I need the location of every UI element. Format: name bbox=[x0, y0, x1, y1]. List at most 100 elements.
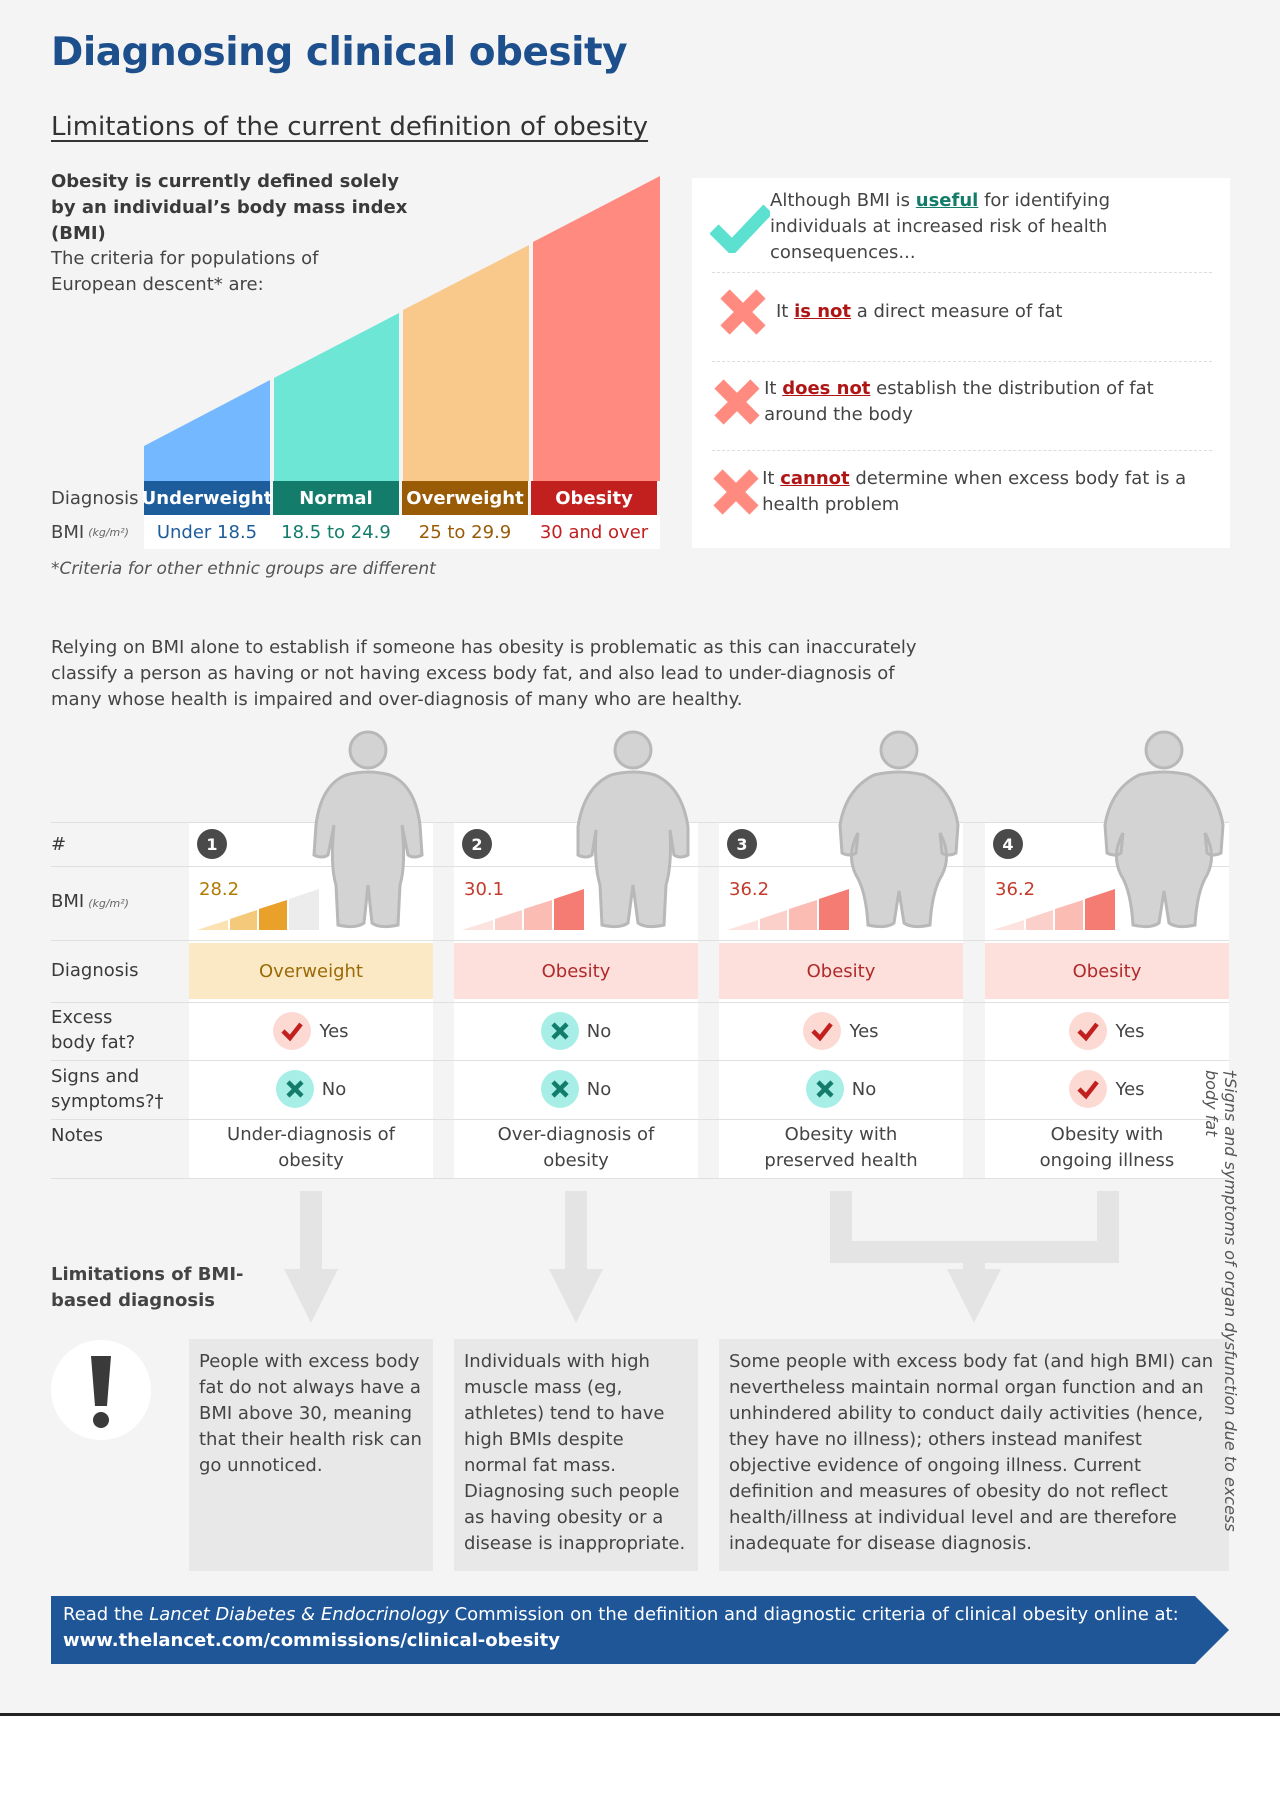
banner-url-link[interactable]: www.thelancet.com/commissions/clinical-o… bbox=[63, 1630, 560, 1651]
bmi-label: BMI bbox=[51, 521, 85, 543]
merge-arrow-icon bbox=[830, 1191, 1119, 1323]
section-subtitle: Limitations of the current definition of… bbox=[51, 112, 649, 142]
case-number-2: 2 bbox=[462, 829, 492, 859]
signs-footnote: †Signs and symptoms of organ dysfunction… bbox=[1202, 1070, 1240, 1532]
bmi-unit: (kg/m²) bbox=[88, 525, 129, 539]
row-divider bbox=[51, 1119, 1229, 1120]
panel-item-cannot: It cannot determine when excess body fat… bbox=[710, 464, 1210, 520]
limitation-box-2: Individuals with high muscle mass (eg, a… bbox=[454, 1339, 698, 1571]
case-note: Obesity with preserved health bbox=[764, 1124, 918, 1171]
panel-keyword-cannot: cannot bbox=[780, 468, 850, 489]
banner-pre: Read the bbox=[63, 1604, 150, 1625]
mini-bars-case-4 bbox=[993, 889, 1115, 930]
answer-text: No bbox=[321, 1078, 347, 1100]
case-excess-fat: Yes bbox=[985, 1005, 1229, 1057]
panel-divider bbox=[712, 450, 1212, 451]
case-number-3: 3 bbox=[727, 829, 757, 859]
no-cross-icon bbox=[275, 1070, 314, 1108]
case-diagnosis: Overweight bbox=[259, 960, 363, 982]
row-divider bbox=[51, 1060, 1229, 1061]
panel-text-post: determine when excess body fat is a heal… bbox=[762, 468, 1187, 515]
answer-text: No bbox=[851, 1078, 877, 1100]
yes-check-icon bbox=[1069, 1012, 1108, 1050]
bmi-label-cell: BMI (kg/m²) bbox=[51, 515, 144, 549]
mini-bars-case-3 bbox=[727, 889, 849, 930]
row-divider bbox=[51, 1178, 1229, 1179]
cross-icon bbox=[710, 466, 762, 518]
case-note: Over-diagnosis of obesity bbox=[497, 1124, 655, 1171]
figure-3-icon bbox=[838, 730, 960, 929]
body-figures bbox=[312, 730, 1225, 929]
case-bmi-value: 28.2 bbox=[199, 879, 240, 900]
case-number-4: 4 bbox=[993, 829, 1023, 859]
case-bmi-value: 30.1 bbox=[464, 879, 505, 900]
case-diagnosis: Obesity bbox=[1072, 960, 1142, 982]
answer-text: Yes bbox=[1115, 1078, 1145, 1100]
panel-text-pre: It bbox=[764, 378, 783, 399]
banner-mid: Commission on the definition and diagnos… bbox=[448, 1604, 1179, 1625]
figure-1-icon bbox=[312, 730, 424, 929]
case-signs: No bbox=[454, 1063, 698, 1115]
panel-item-distribution: It does not establish the distribution o… bbox=[710, 374, 1210, 430]
panel-text-pre: It bbox=[776, 301, 795, 322]
yes-check-icon bbox=[1069, 1070, 1108, 1108]
diagnosis-label: Diagnosis bbox=[51, 487, 139, 509]
case-signs: No bbox=[189, 1063, 433, 1115]
diagnosis-bg bbox=[719, 943, 963, 999]
overweight-bar bbox=[403, 245, 529, 481]
limitations-title: Limitations of BMI-based diagnosis bbox=[51, 1264, 244, 1311]
panel-text-pre: Although BMI is bbox=[770, 190, 916, 211]
answer-text: Yes bbox=[1115, 1020, 1145, 1042]
problem-paragraph: Relying on BMI alone to establish if som… bbox=[51, 637, 917, 710]
figure-4-icon bbox=[1103, 730, 1225, 929]
category-overweight: Overweight bbox=[402, 481, 528, 515]
case-bmi-value: 36.2 bbox=[729, 879, 770, 900]
panel-text-post: for identifying individuals at increased… bbox=[770, 190, 1111, 263]
page-title: Diagnosing clinical obesity bbox=[51, 30, 628, 75]
category-diagnosis-row: Diagnosis Underweight Normal Overweight … bbox=[51, 481, 660, 515]
limitation-box-1: People with excess body fat do not alway… bbox=[189, 1339, 433, 1571]
commission-banner-text[interactable]: Read the Lancet Diabetes & Endocrinology… bbox=[63, 1602, 1183, 1654]
exclamation-icon bbox=[51, 1340, 151, 1440]
yes-check-icon bbox=[273, 1012, 312, 1050]
diagnosis-bg bbox=[985, 943, 1229, 999]
commission-banner[interactable] bbox=[51, 1596, 1229, 1664]
range-overweight: 25 to 29.9 bbox=[418, 521, 512, 543]
case-excess-fat: Yes bbox=[719, 1005, 963, 1057]
no-cross-icon bbox=[805, 1070, 844, 1108]
row-label-bmi: BMI bbox=[51, 891, 85, 912]
panel-text-post: a direct measure of fat bbox=[851, 301, 1063, 322]
banner-journal: Lancet Diabetes & Endocrinology bbox=[149, 1604, 449, 1625]
row-divider bbox=[51, 1002, 1229, 1003]
case-excess-fat: Yes bbox=[189, 1005, 433, 1057]
panel-keyword-does-not: does not bbox=[782, 378, 871, 399]
obesity-bar bbox=[533, 176, 660, 481]
row-label-diagnosis: Diagnosis bbox=[51, 960, 139, 981]
row-label-bmi-unit: (kg/m²) bbox=[88, 897, 129, 910]
limitation-box-3: Some people with excess body fat (and hi… bbox=[719, 1339, 1229, 1571]
category-bmi-row: BMI (kg/m²) Under 18.5 18.5 to 24.9 25 to… bbox=[51, 515, 660, 549]
case-excess-fat: No bbox=[454, 1005, 698, 1057]
panel-divider bbox=[712, 272, 1212, 273]
yes-check-icon bbox=[803, 1012, 842, 1050]
cross-icon bbox=[710, 376, 764, 428]
intro-criteria: The criteria for populations of European… bbox=[51, 248, 319, 295]
case-diagnosis: Obesity bbox=[541, 960, 611, 982]
case-note: Under-diagnosis of obesity bbox=[227, 1124, 395, 1171]
row-label-excess: Excess body fat? bbox=[51, 1007, 136, 1053]
row-label-notes: Notes bbox=[51, 1125, 103, 1146]
row-label-number: # bbox=[51, 834, 67, 855]
bmi-mini-bars bbox=[197, 889, 1115, 930]
ethnic-footnote: *Criteria for other ethnic groups are di… bbox=[51, 559, 436, 579]
answer-text: No bbox=[586, 1020, 612, 1042]
mini-bars-case-2 bbox=[462, 889, 584, 930]
panel-keyword-is-not: is not bbox=[794, 301, 852, 322]
page-bottom-area bbox=[0, 1716, 1280, 1810]
panel-item-useful: Although BMI is useful for identifying i… bbox=[710, 190, 1210, 263]
cross-icon bbox=[710, 286, 776, 338]
arrow-down-icon bbox=[549, 1191, 603, 1323]
diagnosis-bg bbox=[454, 943, 698, 999]
range-underweight: Under 18.5 bbox=[156, 521, 258, 543]
case-diagnosis: Obesity bbox=[806, 960, 876, 982]
diagnosis-bg bbox=[189, 943, 433, 999]
